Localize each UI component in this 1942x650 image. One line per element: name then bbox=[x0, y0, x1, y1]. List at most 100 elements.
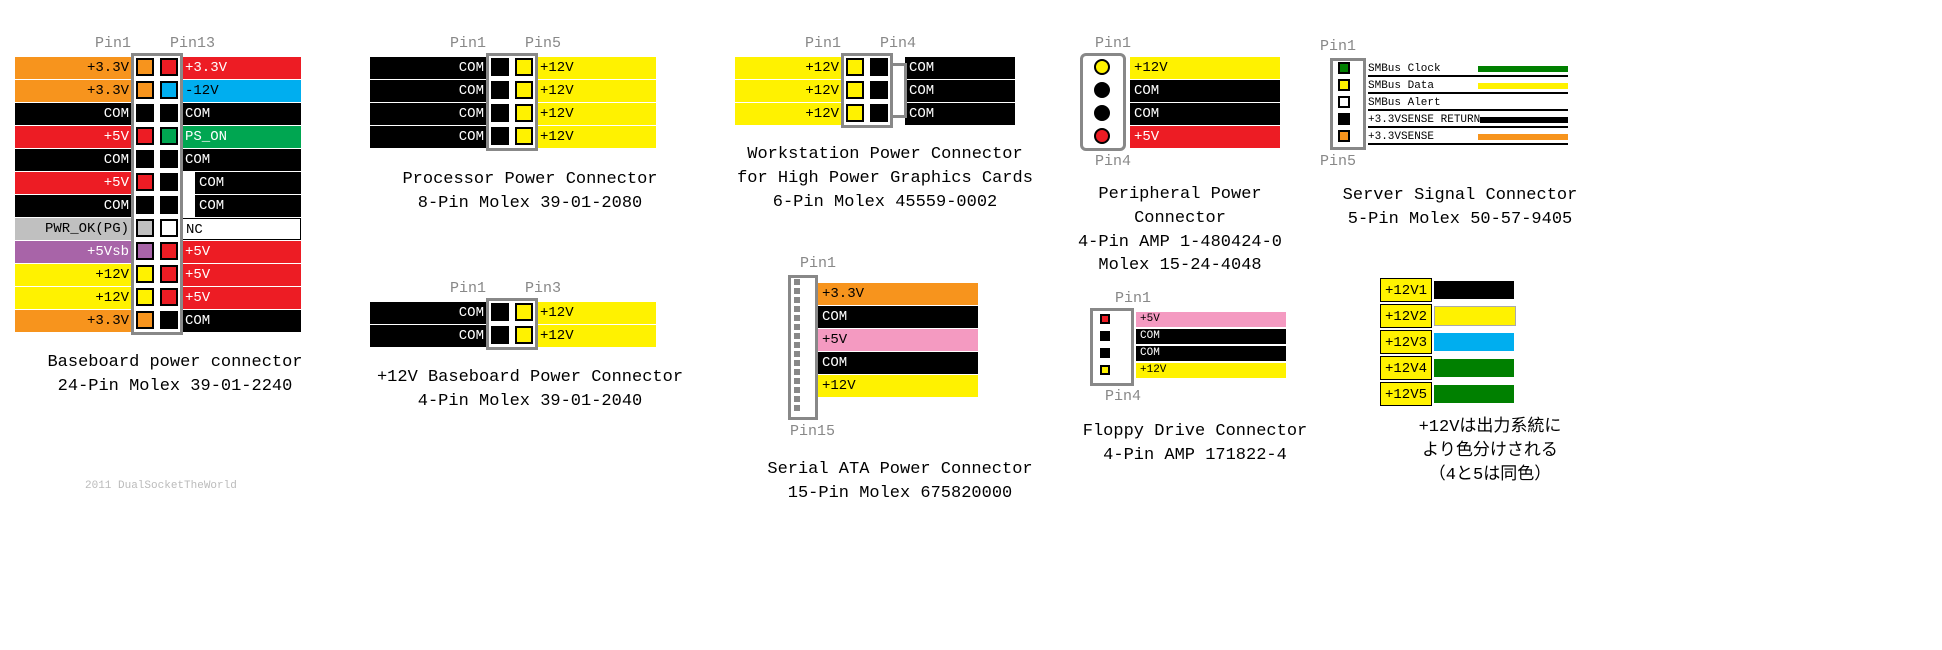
pin bbox=[136, 242, 154, 260]
wire: +12V bbox=[536, 302, 656, 324]
wire: COM bbox=[195, 195, 301, 217]
rails-legend: +12V1+12V2+12V3+12V4+12V5 +12Vは出力系統に より色… bbox=[1380, 278, 1600, 487]
wire: COM bbox=[905, 103, 1015, 125]
pin bbox=[1338, 79, 1350, 91]
wire: COM bbox=[370, 302, 488, 324]
wire: COM bbox=[181, 149, 301, 171]
pin4-label: Pin4 bbox=[1105, 388, 1141, 405]
pin bbox=[136, 150, 154, 168]
pin bbox=[160, 219, 178, 237]
pin bbox=[136, 219, 154, 237]
wire: COM bbox=[370, 103, 488, 125]
pin bbox=[1094, 82, 1110, 98]
wire: COM bbox=[1130, 103, 1280, 125]
wire: COM bbox=[181, 103, 301, 125]
wire: NC bbox=[181, 218, 301, 240]
pin bbox=[1100, 314, 1110, 324]
wire: COM bbox=[15, 195, 133, 217]
wire: COM bbox=[1130, 80, 1280, 102]
rails-note: +12Vは出力系統に より色分けされる （4と5は同色） bbox=[1380, 416, 1600, 487]
pin bbox=[136, 196, 154, 214]
pin bbox=[160, 288, 178, 306]
pin bbox=[515, 104, 533, 122]
pin bbox=[491, 127, 509, 145]
wire: +12V bbox=[536, 325, 656, 347]
wire: +3.3V bbox=[15, 57, 133, 79]
pin bbox=[491, 326, 509, 344]
pin bbox=[491, 104, 509, 122]
pin bbox=[1100, 331, 1110, 341]
pin bbox=[1338, 113, 1350, 125]
pin bbox=[1100, 365, 1110, 375]
pin bbox=[870, 104, 888, 122]
pin bbox=[491, 81, 509, 99]
pin5-label: Pin5 bbox=[525, 35, 561, 52]
pin4-label: Pin4 bbox=[880, 35, 916, 52]
pin bbox=[160, 150, 178, 168]
wire: COM bbox=[1136, 329, 1286, 344]
wire: COM bbox=[905, 80, 1015, 102]
wire: +12V bbox=[818, 375, 978, 397]
pin1-label: Pin1 bbox=[450, 35, 486, 52]
pin13-label: Pin13 bbox=[170, 35, 215, 52]
wire: +12V bbox=[1136, 363, 1286, 378]
wire: COM bbox=[818, 306, 978, 328]
wire: COM bbox=[370, 126, 488, 148]
pin1-label: Pin1 bbox=[800, 255, 836, 272]
pin bbox=[1338, 130, 1350, 142]
pin bbox=[160, 196, 178, 214]
wire: COM bbox=[370, 325, 488, 347]
signal-wire: SMBus Clock bbox=[1368, 62, 1568, 77]
wire: +12V bbox=[536, 57, 656, 79]
wire: +5V bbox=[818, 329, 978, 351]
pin bbox=[160, 127, 178, 145]
pin bbox=[136, 311, 154, 329]
title: Workstation Power Connector for High Pow… bbox=[735, 143, 1035, 214]
housing bbox=[1090, 308, 1134, 386]
pin bbox=[136, 127, 154, 145]
pin bbox=[160, 104, 178, 122]
pin bbox=[160, 311, 178, 329]
pin1-label: Pin1 bbox=[1095, 35, 1131, 52]
wire: +3.3V bbox=[15, 80, 133, 102]
wire: +5V bbox=[181, 264, 301, 286]
rail-row: +12V4 bbox=[1380, 356, 1600, 380]
pin15-label: Pin15 bbox=[790, 423, 835, 440]
wire: +5Vsb bbox=[15, 241, 133, 263]
wire: COM bbox=[905, 57, 1015, 79]
wire: +12V bbox=[15, 264, 133, 286]
pin bbox=[1338, 62, 1350, 74]
pin bbox=[491, 58, 509, 76]
footer: 2011 DualSocketTheWorld bbox=[85, 480, 237, 492]
title: Peripheral Power Connector 4-Pin AMP 1-4… bbox=[1050, 183, 1310, 278]
signal-wire: SMBus Alert bbox=[1368, 96, 1568, 111]
pin bbox=[515, 81, 533, 99]
signal-wire: SMBus Data bbox=[1368, 79, 1568, 94]
pin bbox=[1094, 128, 1110, 144]
pin bbox=[491, 303, 509, 321]
wire: +3.3V bbox=[15, 310, 133, 332]
pin bbox=[870, 58, 888, 76]
pin1-label: Pin1 bbox=[1115, 290, 1151, 307]
wire: COM bbox=[370, 80, 488, 102]
wire: +5V bbox=[181, 287, 301, 309]
rail-row: +12V1 bbox=[1380, 278, 1600, 302]
title: Floppy Drive Connector 4-Pin AMP 171822-… bbox=[1070, 420, 1320, 468]
pin1-label: Pin1 bbox=[805, 35, 841, 52]
pin bbox=[1094, 59, 1110, 75]
pin bbox=[870, 81, 888, 99]
pin1-label: Pin1 bbox=[1320, 38, 1356, 55]
wire: +5V bbox=[1136, 312, 1286, 327]
pin1-label: Pin1 bbox=[95, 35, 131, 52]
pin4-label: Pin4 bbox=[1095, 153, 1131, 170]
wire: COM bbox=[15, 149, 133, 171]
wire: +12V bbox=[1130, 57, 1280, 79]
pin1-label: Pin1 bbox=[450, 280, 486, 297]
wire: COM bbox=[181, 310, 301, 332]
pin bbox=[515, 303, 533, 321]
wire: COM bbox=[1136, 346, 1286, 361]
wire: COM bbox=[818, 352, 978, 374]
signal-wire: +3.3VSENSE RETURN bbox=[1368, 113, 1568, 128]
title: Server Signal Connector 5-Pin Molex 50-5… bbox=[1320, 184, 1600, 232]
wire: COM bbox=[370, 57, 488, 79]
